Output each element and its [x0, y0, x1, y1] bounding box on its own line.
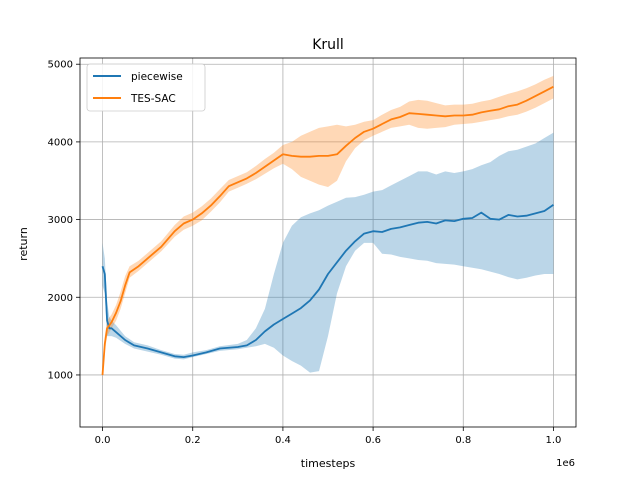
- confidence-bands: [102, 75, 554, 379]
- x-axis: 0.0 0.2 0.4 0.6 0.8 1.0: [95, 427, 562, 446]
- x-tick-label: 0.6: [365, 435, 381, 446]
- legend: piecewise TES-SAC: [86, 63, 206, 112]
- legend-label-piecewise: piecewise: [131, 71, 183, 83]
- y-axis: 1000 2000 3000 4000 5000: [48, 60, 80, 381]
- x-axis-label: timesteps: [301, 457, 356, 470]
- series-lines: [101, 85, 555, 376]
- y-tick-label: 1000: [48, 370, 73, 381]
- plot-frame: [79, 57, 577, 428]
- line-piecewise: [101, 204, 555, 359]
- band-piecewise: [102, 132, 554, 373]
- y-tick-label: 2000: [48, 293, 73, 304]
- x-tick-label: 0.2: [185, 435, 201, 446]
- line-tes-sac: [101, 85, 554, 376]
- x-offset-label: 1e6: [556, 458, 575, 469]
- y-axis-label: return: [17, 227, 30, 261]
- y-tick-label: 4000: [48, 137, 73, 148]
- x-tick-label: 0.0: [95, 435, 111, 446]
- y-tick-label: 5000: [48, 60, 73, 71]
- y-tick-label: 3000: [48, 215, 73, 226]
- chart-title: Krull: [312, 37, 344, 53]
- x-tick-label: 0.4: [275, 435, 291, 446]
- x-tick-label: 0.8: [455, 435, 471, 446]
- legend-label-tes-sac: TES-SAC: [130, 93, 176, 105]
- x-tick-label: 1.0: [546, 435, 562, 446]
